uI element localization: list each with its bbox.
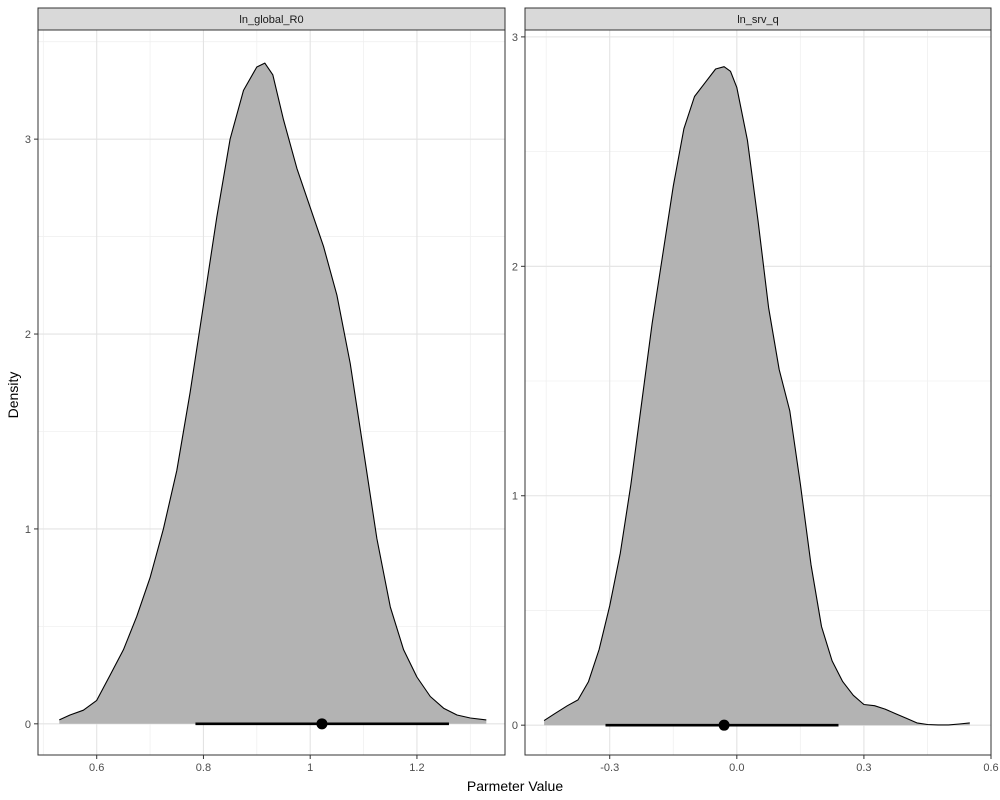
point-estimate [316,718,328,730]
panel-ln_global_R0: ln_global_R0 0.6 0.8 1 1.2 0 1 2 3 [25,7,506,774]
y-tick-label: 1 [512,491,518,503]
y-tick-label: 2 [25,329,31,341]
y-tick-label: 0 [512,720,518,732]
y-axis-label: Density [5,372,21,419]
y-tick-label: 0 [25,719,31,731]
x-tick-label: 0.3 [856,762,871,774]
density-area [59,63,487,724]
facet-strip-label: ln_srv_q [737,14,779,26]
x-tick-label: 1 [307,762,313,774]
x-axis-label: Parmeter Value [467,778,563,794]
x-tick-label: 0.0 [729,762,744,774]
point-estimate [718,719,730,731]
facet-strip [37,7,506,31]
x-tick-label: 1.2 [409,762,424,774]
x-tick-label: 0.8 [196,762,211,774]
density-curve [59,62,487,721]
x-tick-label: 0.6 [89,762,104,774]
y-tick-label: 3 [512,32,518,44]
density-area [544,66,970,726]
y-tick-label: 2 [512,261,518,273]
x-tick-label: -0.3 [600,762,619,774]
density-curve [543,66,970,726]
facet-strip [524,7,992,31]
x-tick-label: 0.6 [983,762,998,774]
y-tick-label: 3 [25,134,31,146]
panel-ln_srv_q: ln_srv_q -0.3 0.0 0.3 0.6 0 1 2 3 [512,7,999,774]
y-tick-label: 1 [25,524,31,536]
facet-strip-label: ln_global_R0 [239,14,303,26]
